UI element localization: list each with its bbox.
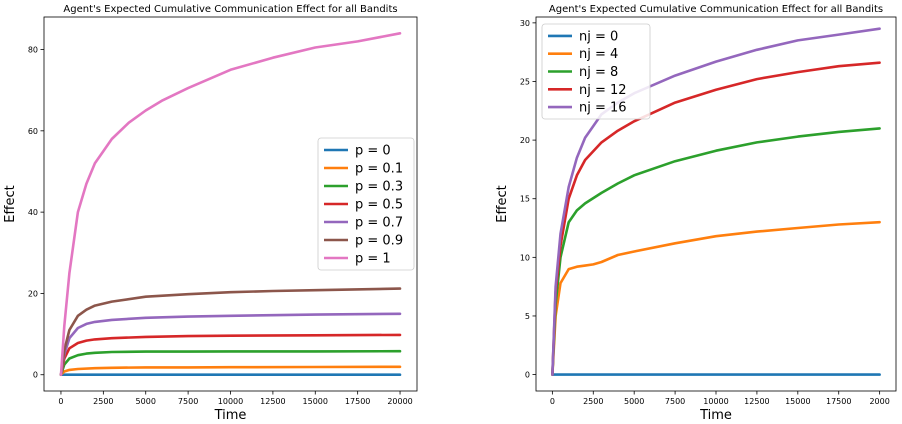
y-axis-label: Effect [495,185,510,222]
y-axis-label: Effect [3,185,18,222]
chart-2: Agent's Expected Cumulative Communicatio… [495,4,897,423]
legend-label: p = 0 [355,144,391,159]
y-tick-label: 5 [525,312,530,321]
x-tick-label: 2000 [869,397,889,406]
y-tick-label: 20 [28,289,38,298]
series-line-2 [551,220,881,376]
x-tick-label: 15000 [303,397,328,406]
legend-box [317,137,415,271]
y-tick-label: 30 [520,19,530,28]
legend-label: p = 0.5 [355,198,403,213]
x-tick-label: 12500 [744,397,769,406]
legend: p = 0 p = 0.1 p = 0.3 p = 0.5 p = 0.7 p = 0.9… [317,137,415,271]
x-tick-label: 12500 [260,397,285,406]
legend-label: p = 1 [355,252,391,267]
y-tick-label: 80 [28,46,38,55]
series-line-7 [59,31,402,377]
x-tick-label: 15000 [785,397,810,406]
y-tick-label: 15 [520,195,530,204]
legend-label: nj = 0 [579,29,618,44]
series-line-3 [551,127,881,376]
series-line-4 [551,61,881,376]
chart-title: Agent's Expected Cumulative Communicatio… [63,4,397,15]
x-tick-label: 10000 [703,397,728,406]
y-tick-label: 20 [520,136,530,145]
legend-label: p = 0.1 [355,162,403,177]
legend-label: p = 0.7 [355,216,403,231]
legend-label: p = 0.3 [355,180,403,195]
series-line-6 [59,287,402,377]
x-tick-label: 17500 [826,397,851,406]
x-axis-label: Time [699,408,732,423]
y-tick-label: 10 [520,253,530,262]
series-line-3 [59,349,402,377]
legend-label: nj = 12 [579,83,627,98]
y-tick-label: 40 [28,208,38,217]
legend-label: p = 0.9 [355,234,403,249]
series-line-4 [59,333,402,377]
x-tick-label: 17500 [345,397,370,406]
x-tick-label: 2500 [93,397,113,406]
x-tick-label: 10000 [218,397,243,406]
legend: nj = 0 nj = 4 nj = 8 nj = 12 nj = 16 [541,23,651,120]
y-tick-label: 25 [520,77,530,86]
series-line-2 [59,365,402,377]
legend-label: nj = 8 [579,65,618,80]
chart-title: Agent's Expected Cumulative Communicatio… [549,4,883,15]
x-tick-label: 0 [550,397,555,406]
y-tick-label: 0 [33,371,38,380]
x-tick-label: 5000 [624,397,644,406]
x-tick-label: 5000 [136,397,156,406]
x-tick-label: 7500 [178,397,198,406]
legend-label: nj = 16 [579,101,627,116]
x-tick-label: 20000 [387,397,412,406]
y-tick-label: 0 [525,371,530,380]
x-axis-label: Time [214,408,247,423]
y-tick-label: 60 [28,127,38,136]
legend-label: nj = 4 [579,47,618,62]
x-tick-label: 2500 [583,397,603,406]
legend-box [541,23,651,120]
x-tick-label: 0 [58,397,63,406]
chart-1: Agent's Expected Cumulative Communicatio… [3,4,418,423]
x-tick-label: 7500 [665,397,685,406]
series-line-5 [59,312,402,377]
